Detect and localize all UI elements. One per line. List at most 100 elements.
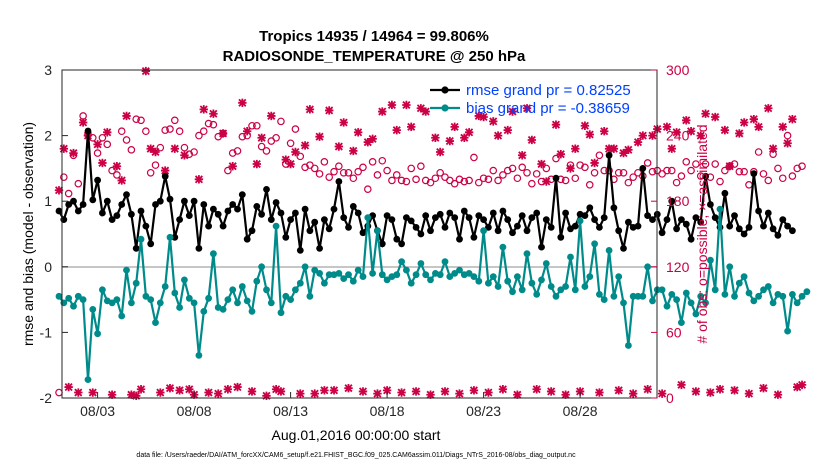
bias-point xyxy=(586,273,594,280)
possible-obs-point xyxy=(643,159,652,167)
assimilated-obs-point xyxy=(628,389,638,398)
assimilated-obs-point xyxy=(575,387,585,396)
assimilated-obs-point xyxy=(363,137,372,147)
rmse-point xyxy=(504,216,512,224)
rmse-point xyxy=(417,230,425,238)
assimilated-obs-point xyxy=(546,387,556,396)
bias-point xyxy=(591,240,598,248)
rmse-point xyxy=(485,224,492,231)
rmse-point xyxy=(480,216,487,224)
bias-point xyxy=(205,294,213,302)
bias-point xyxy=(673,296,680,303)
assimilated-obs-point xyxy=(305,105,315,114)
possible-obs-point xyxy=(740,167,748,176)
possible-obs-point xyxy=(325,173,334,181)
y-axis-label-left: rmse and bias (model - observation) xyxy=(20,122,36,346)
assimilated-obs-point xyxy=(773,390,783,399)
rmse-point xyxy=(403,214,410,222)
possible-obs-point xyxy=(301,163,309,172)
possible-obs-point xyxy=(262,147,271,155)
rmse-point xyxy=(774,231,782,239)
rmse-point xyxy=(393,235,401,243)
possible-obs-point xyxy=(199,127,208,136)
rmse-point xyxy=(127,210,135,218)
rmse-point xyxy=(103,197,111,205)
possible-obs-point xyxy=(224,166,232,175)
bias-point xyxy=(436,271,444,279)
rmse-point xyxy=(316,245,323,252)
possible-obs-point xyxy=(754,148,763,156)
rmse-point xyxy=(412,224,420,231)
assimilated-obs-point xyxy=(296,389,305,398)
x-tick-label: 08/08 xyxy=(177,403,212,419)
assimilated-obs-point xyxy=(730,386,739,395)
rmse-point xyxy=(195,245,203,252)
bias-point xyxy=(364,214,372,222)
assimilated-obs-point xyxy=(609,144,619,153)
possible-obs-point xyxy=(137,116,145,125)
assimilated-obs-point xyxy=(103,128,112,137)
bias-point xyxy=(200,308,208,315)
bias-point xyxy=(518,286,526,294)
possible-obs-point xyxy=(257,142,266,151)
possible-obs-point xyxy=(161,126,169,134)
rmse-point xyxy=(591,216,598,224)
bias-point xyxy=(374,227,381,235)
bias-point xyxy=(716,205,724,213)
bias-point xyxy=(692,310,700,318)
rmse-point xyxy=(89,196,97,204)
bias-point xyxy=(243,297,251,305)
assimilated-obs-point xyxy=(561,390,570,399)
assimilated-obs-point xyxy=(571,144,580,153)
possible-obs-point xyxy=(60,173,68,181)
assimilated-obs-point xyxy=(257,133,266,142)
possible-obs-point xyxy=(315,170,324,178)
possible-obs-point xyxy=(339,168,348,177)
assimilated-obs-point xyxy=(585,130,594,139)
rmse-point xyxy=(277,209,285,217)
bias-point xyxy=(523,250,531,258)
rmse-point xyxy=(398,240,405,248)
rmse-point xyxy=(697,218,705,226)
possible-obs-point xyxy=(277,117,285,126)
assimilated-obs-point xyxy=(136,385,146,394)
assimilated-obs-point xyxy=(199,105,208,114)
bias-point xyxy=(625,342,632,349)
rmse-point xyxy=(330,205,338,213)
rmse-point xyxy=(687,235,695,243)
assimilated-obs-point xyxy=(78,118,88,127)
possible-obs-point xyxy=(614,168,623,177)
assimilated-obs-point xyxy=(300,141,310,150)
y-tick-label-left: 2 xyxy=(44,128,52,144)
possible-obs-point xyxy=(344,168,353,177)
rmse-point xyxy=(663,216,671,224)
assimilated-obs-point xyxy=(508,107,517,116)
possible-obs-point xyxy=(474,178,483,187)
possible-obs-point xyxy=(532,170,541,178)
bias-point xyxy=(697,292,705,300)
assimilated-obs-point xyxy=(672,128,681,137)
bias-point xyxy=(181,276,188,284)
bias-point xyxy=(480,227,487,235)
assimilated-obs-point xyxy=(720,125,730,135)
bias-point xyxy=(263,286,270,294)
axes-layer: -2 -1 0 1 2 3 0 60 120 180 240 300 08/03 08/08 08/13 08… xyxy=(40,62,690,419)
rmse-point xyxy=(634,222,642,230)
possible-obs-point xyxy=(479,174,488,183)
rmse-point xyxy=(349,203,357,210)
bias-point xyxy=(378,271,386,279)
rmse-point xyxy=(238,191,246,199)
assimilated-obs-point xyxy=(238,98,247,107)
bias-point xyxy=(229,286,237,294)
y-tick-label-right: 0 xyxy=(666,390,674,406)
bias-point xyxy=(171,289,179,297)
bias-point xyxy=(789,291,796,298)
assimilated-obs-point xyxy=(228,162,237,171)
bias-point xyxy=(793,299,801,307)
x-tick-label: 08/18 xyxy=(370,403,405,419)
rmse-point xyxy=(735,225,743,233)
assimilated-obs-point xyxy=(247,387,257,396)
assimilated-obs-point xyxy=(604,144,614,153)
rmse-point xyxy=(224,207,232,215)
rmse-point xyxy=(321,216,328,224)
